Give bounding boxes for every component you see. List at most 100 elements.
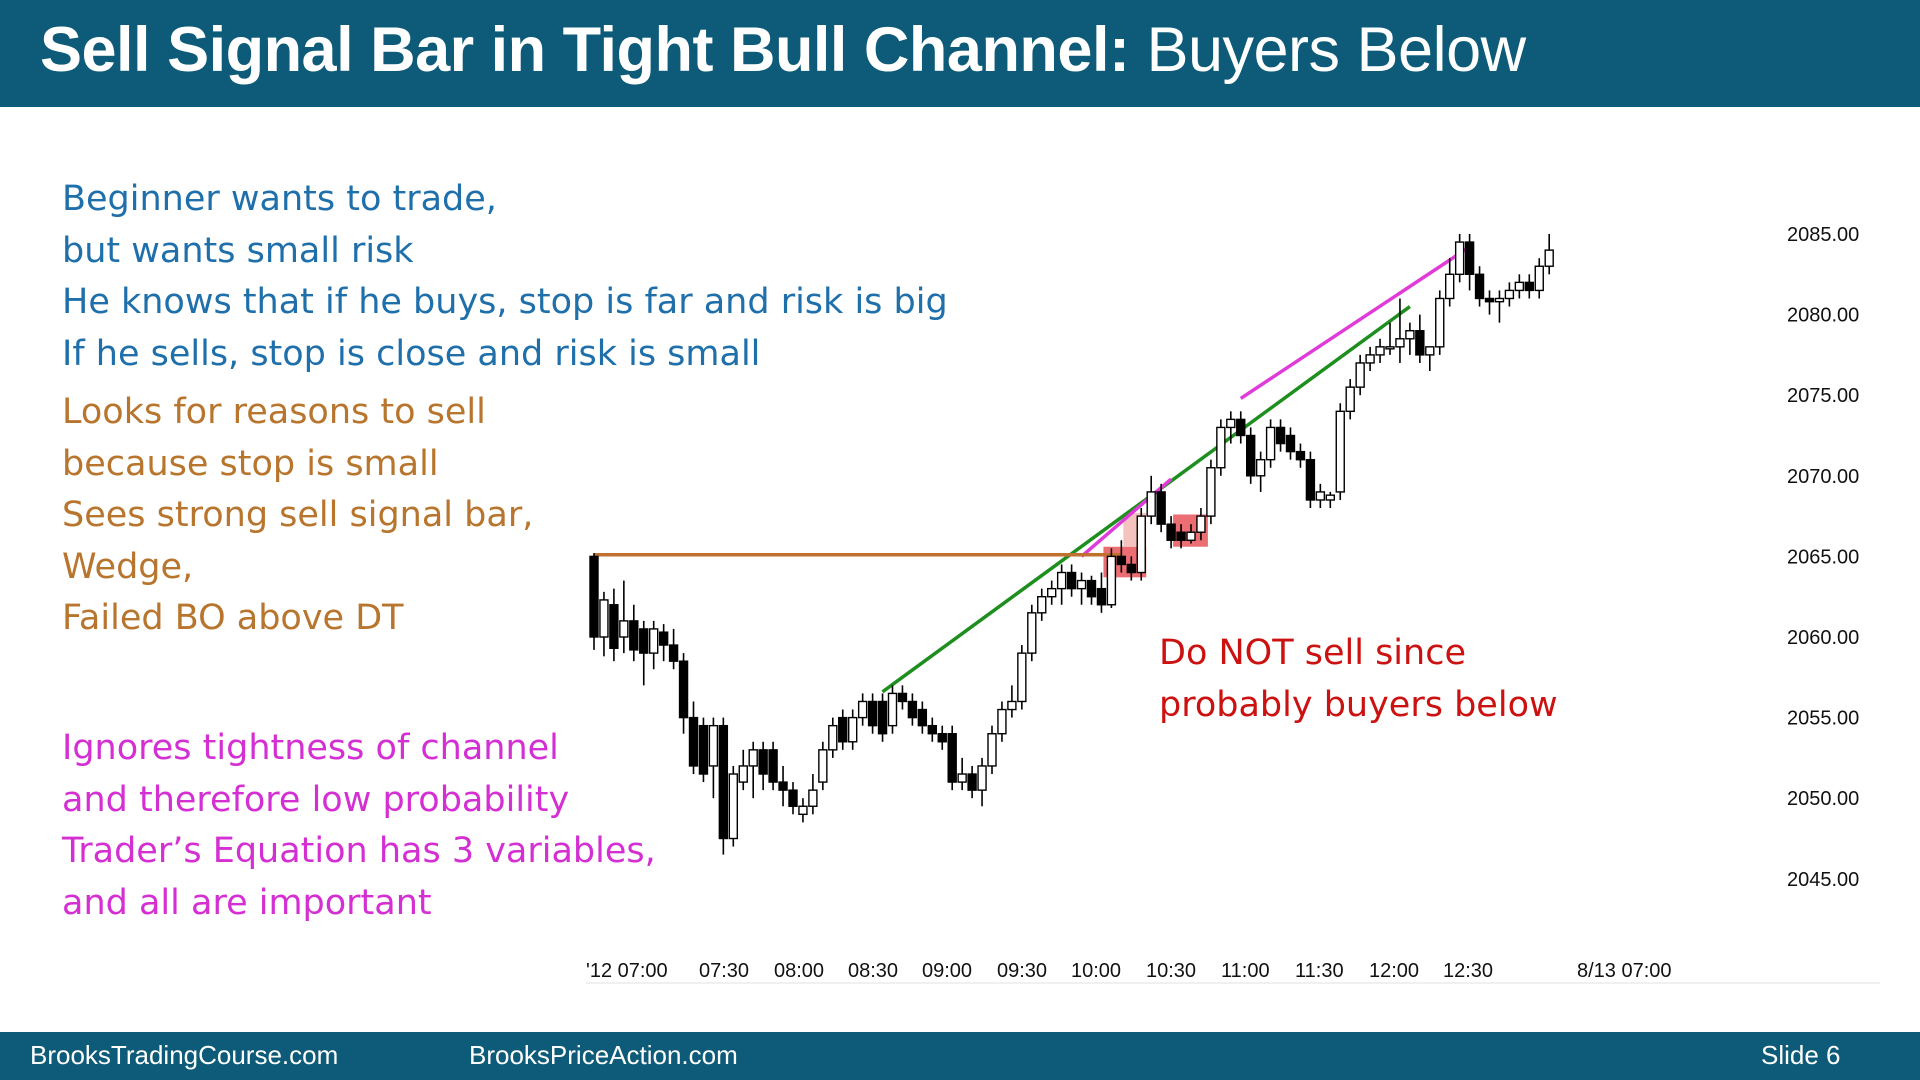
bull-candle-body [1206, 467, 1216, 517]
candle [917, 701, 928, 734]
candle [927, 717, 937, 742]
bull-candle-body [599, 599, 609, 638]
bear-candle-body [1245, 434, 1256, 477]
bear-candle-body [897, 692, 908, 703]
candle [1096, 572, 1107, 613]
candle [997, 701, 1007, 742]
candle [778, 765, 788, 807]
bear-candle-body [758, 749, 768, 775]
bear-candle-body [639, 628, 649, 654]
bear-candle-body [947, 733, 957, 783]
candle [1355, 354, 1365, 396]
bull-candle-body [1007, 700, 1017, 711]
bull-candle-body [1325, 494, 1336, 501]
candlestick-chart: 2085.00 2080.00 2075.00 2070.00 2065.00 2060.… [586, 224, 1880, 984]
candle [1007, 685, 1017, 718]
note-line: Ignores tightness of channel [62, 728, 559, 768]
bear-candle-body [1464, 241, 1475, 275]
bear-candle-body [1484, 297, 1495, 303]
candle [1435, 290, 1445, 355]
bear-candle-body [629, 620, 639, 651]
bear-candle-body [678, 660, 689, 719]
candle [967, 765, 977, 799]
slide-number: Slide 6 [1761, 1040, 1841, 1070]
bull-candle-body [887, 692, 898, 727]
y-tick-label: 2070.00 [1787, 466, 1859, 488]
title-bar: Sell Signal Bar in Tight Bull Channel: B… [0, 0, 1920, 107]
bull-candle-body [1355, 362, 1365, 388]
footer-left-link[interactable]: BrooksTradingCourse.com [30, 1040, 339, 1070]
bull-candle-body [619, 620, 629, 638]
bear-candle-body [1285, 434, 1296, 453]
candle [1524, 274, 1535, 299]
bull-candle-body [1425, 346, 1435, 356]
bull-candle-body [1027, 612, 1037, 654]
candle [1464, 234, 1475, 291]
bear-candle-body [1415, 330, 1425, 356]
x-tick-label: 10:30 [1146, 960, 1196, 982]
y-tick-label: 2045.00 [1787, 869, 1859, 891]
bull-candle-body [977, 765, 987, 791]
x-tick-label: 09:30 [997, 960, 1047, 982]
x-axis: '12 07:00 07:30 08:00 08:30 09:00 09:30 10:00 1… [586, 960, 1880, 984]
bear-candle-body [927, 724, 937, 735]
candle [1395, 298, 1405, 363]
note-line: He knows that if he buys, stop is far an… [62, 282, 948, 322]
note-line: and all are important [62, 882, 432, 923]
candle [1066, 564, 1077, 597]
candle [1146, 475, 1156, 525]
bull-candle-body [1186, 531, 1196, 541]
candle [1136, 508, 1146, 581]
bull-candle-body [1315, 491, 1326, 501]
bear-candle-body [1176, 531, 1186, 541]
slide-title-rest: Buyers Below [1129, 15, 1526, 85]
candle [1405, 322, 1415, 355]
candle [728, 765, 738, 847]
candle [808, 774, 818, 815]
candle [1285, 427, 1296, 460]
notes-magenta: Ignores tightness of channel and therefo… [62, 723, 656, 929]
candle [1494, 290, 1505, 323]
candle [1056, 564, 1067, 605]
magenta-trendline-upper [1239, 245, 1471, 400]
candle [798, 798, 808, 823]
bear-candle-body [917, 708, 928, 727]
bull-candle-body [848, 716, 858, 743]
candle [848, 709, 858, 750]
candle [1534, 258, 1544, 299]
footer-center-link[interactable]: BrooksPriceAction.com [469, 1040, 738, 1070]
candle [907, 693, 918, 726]
candle [887, 685, 898, 734]
candle [688, 701, 699, 775]
candle [947, 725, 957, 791]
bull-candle-body [1395, 338, 1405, 348]
candle [758, 741, 768, 791]
x-tick-label: 10:00 [1071, 960, 1121, 982]
candles [589, 234, 1554, 855]
candle [838, 709, 848, 750]
note-line: Looks for reasons to sell [62, 392, 486, 432]
candle [1017, 645, 1027, 710]
y-tick-label: 2065.00 [1787, 546, 1859, 568]
notes-orange: Looks for reasons to sell because stop i… [62, 387, 533, 645]
bull-candle-body [1504, 289, 1515, 300]
notes-blue: Beginner wants to trade, but wants small… [62, 174, 948, 380]
candle [1245, 427, 1256, 484]
bear-candle-body [1156, 491, 1166, 525]
candle [1046, 580, 1057, 605]
y-tick-label: 2050.00 [1787, 788, 1859, 810]
bear-candle-body [688, 716, 699, 767]
bull-candle-body [748, 749, 758, 767]
bull-candle-body [808, 789, 818, 807]
bear-candle-body [1066, 571, 1077, 590]
candle [1037, 588, 1047, 621]
bear-candle-body [1086, 579, 1097, 598]
bull-candle-body [1345, 386, 1355, 413]
bear-candle-body [778, 781, 788, 791]
candle [1027, 604, 1037, 662]
candle [1454, 234, 1465, 283]
bear-candle-body [967, 773, 977, 791]
bull-candle-body [738, 765, 748, 783]
candle [599, 591, 609, 657]
candle [1375, 338, 1385, 363]
